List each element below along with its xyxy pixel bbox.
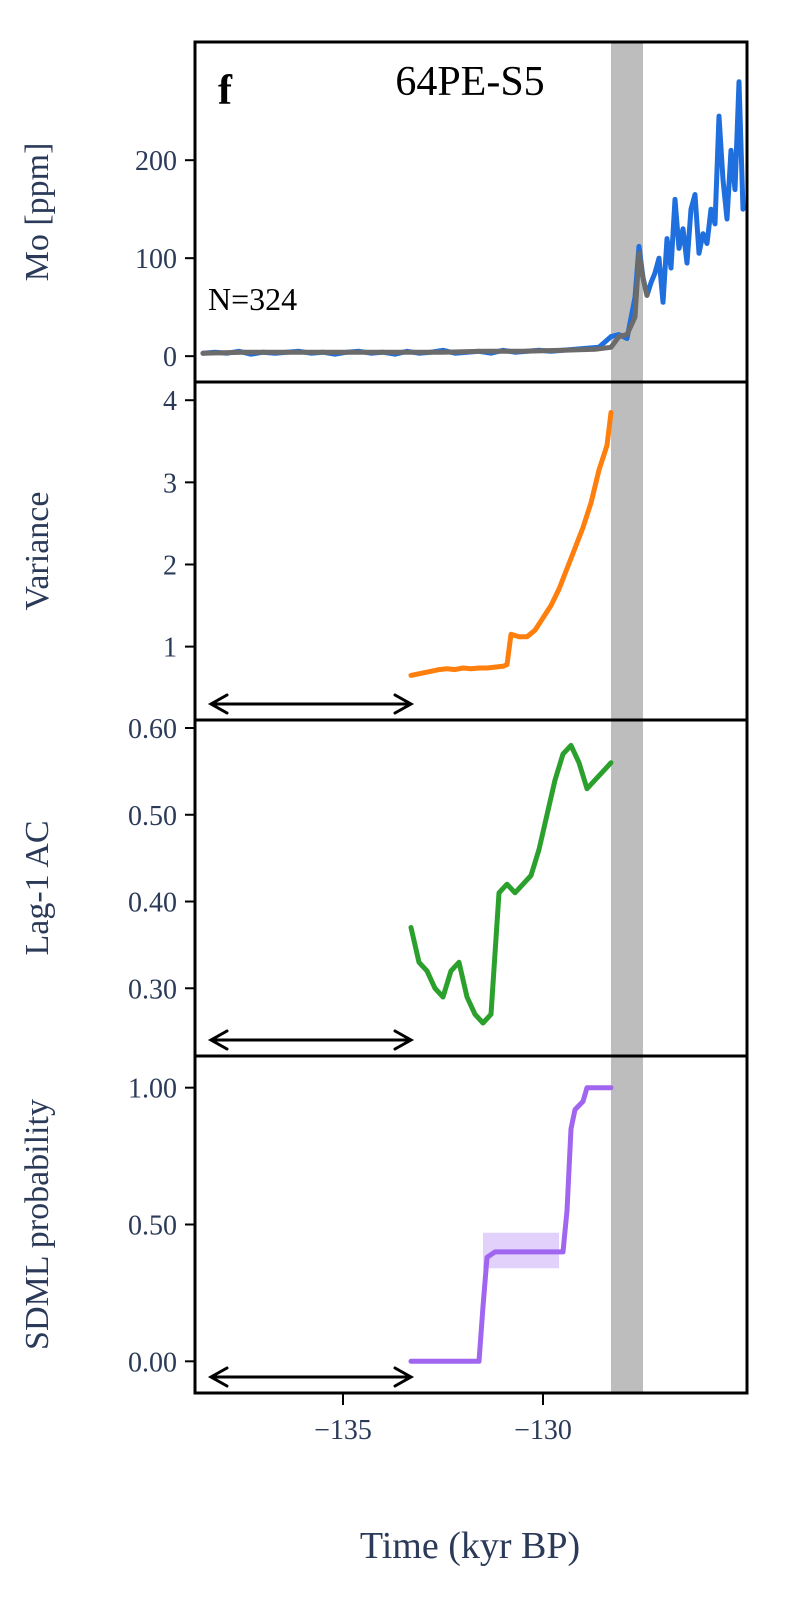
mo-y-axis-label: Mo [ppm] (19, 143, 56, 282)
transition-shade-lag1_ac (611, 720, 643, 1056)
mo-ytick-label: 100 (135, 244, 177, 275)
lag1_ac-ytick-label: 0.40 (128, 888, 177, 919)
site-title: 64PE-S5 (395, 59, 544, 105)
variance-ytick-label: 1 (163, 633, 177, 664)
window-arrow-sdml (207, 1366, 415, 1388)
sdml-ytick-label: 0.00 (128, 1347, 177, 1378)
lag1_ac-y-axis-label: Lag-1 AC (19, 820, 56, 955)
xtick-label: −130 (514, 1415, 572, 1446)
mo-ytick-label: 0 (163, 342, 177, 373)
variance-ytick-label: 3 (163, 468, 177, 499)
sdml-panel-frame (193, 1054, 749, 1395)
transition-shade-mo (611, 42, 643, 382)
variance-series-0-line (408, 410, 614, 678)
sdml-ytick-label: 1.00 (128, 1074, 177, 1105)
variance-ytick-label: 4 (163, 386, 177, 417)
transition-shade-variance (611, 382, 643, 720)
variance-ytick-label: 2 (163, 550, 177, 581)
mo-ytick-label: 200 (135, 146, 177, 177)
variance-y-axis-label: Variance (19, 492, 56, 611)
sdml-series-0-line (408, 1085, 614, 1364)
x-axis-label: Time (kyr BP) (360, 1525, 580, 1567)
lag1_ac-ytick-label: 0.30 (128, 974, 177, 1005)
lag1_ac-ytick-label: 0.50 (128, 801, 177, 832)
lag1_ac-ytick-label: 0.60 (128, 714, 177, 745)
lag1_ac-series-0-line (408, 742, 614, 1026)
xtick-label: −135 (314, 1415, 372, 1446)
window-arrow-variance (207, 693, 415, 715)
panel-letter: f (218, 68, 233, 114)
mo-series-1-line (200, 250, 650, 356)
sample-count: N=324 (208, 281, 297, 317)
window-arrow-lag1_ac (207, 1029, 415, 1051)
sdml-ytick-label: 0.50 (128, 1211, 177, 1242)
transition-shade-sdml (611, 1056, 643, 1393)
sdml-y-axis-label: SDML probability (19, 1099, 56, 1350)
